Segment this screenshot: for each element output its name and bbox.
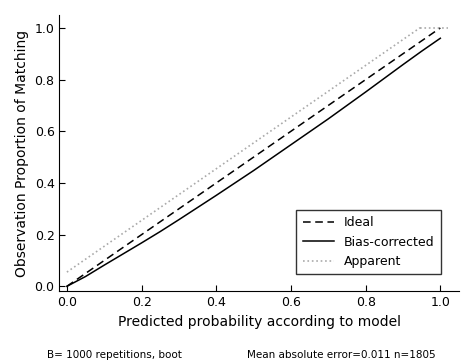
Bias-corrected (64, 284, 70, 289)
Text: B= 1000 repetitions, boot: B= 1000 repetitions, boot (47, 350, 182, 360)
Bias-corrected (101, 263, 107, 267)
Bias-corrected (176, 218, 182, 222)
Bias-corrected (157, 230, 163, 234)
Bias-corrected (400, 62, 406, 67)
Apparent (85, 256, 91, 260)
Bias-corrected (120, 252, 126, 256)
Bias-corrected (419, 49, 425, 53)
Bias-corrected (363, 90, 368, 94)
Apparent (181, 189, 186, 194)
Bias-corrected (344, 103, 350, 108)
Bias-corrected (382, 76, 387, 80)
Bias-corrected (288, 143, 294, 147)
X-axis label: Predicted probability according to model: Predicted probability according to model (118, 315, 401, 329)
Apparent (408, 32, 414, 36)
Bias-corrected (307, 130, 312, 134)
Legend: Ideal, Bias-corrected, Apparent: Ideal, Bias-corrected, Apparent (296, 210, 441, 274)
Bias-corrected (326, 117, 331, 121)
Apparent (335, 83, 341, 87)
Text: Mean absolute error=0.011 n=1805: Mean absolute error=0.011 n=1805 (247, 350, 436, 360)
Apparent (417, 26, 423, 30)
Apparent (223, 160, 229, 164)
Line: Apparent: Apparent (67, 28, 423, 272)
Bias-corrected (195, 205, 201, 210)
Bias-corrected (251, 168, 256, 173)
Bias-corrected (213, 193, 219, 198)
Bias-corrected (83, 274, 89, 279)
Bias-corrected (232, 181, 238, 185)
Bias-corrected (139, 241, 145, 245)
Apparent (301, 106, 306, 111)
Bias-corrected (269, 155, 275, 160)
Bias-corrected (438, 36, 443, 41)
Y-axis label: Observation Proportion of Matching: Observation Proportion of Matching (15, 30, 29, 277)
Apparent (64, 270, 70, 274)
Line: Bias-corrected: Bias-corrected (67, 38, 440, 286)
Apparent (420, 26, 426, 30)
